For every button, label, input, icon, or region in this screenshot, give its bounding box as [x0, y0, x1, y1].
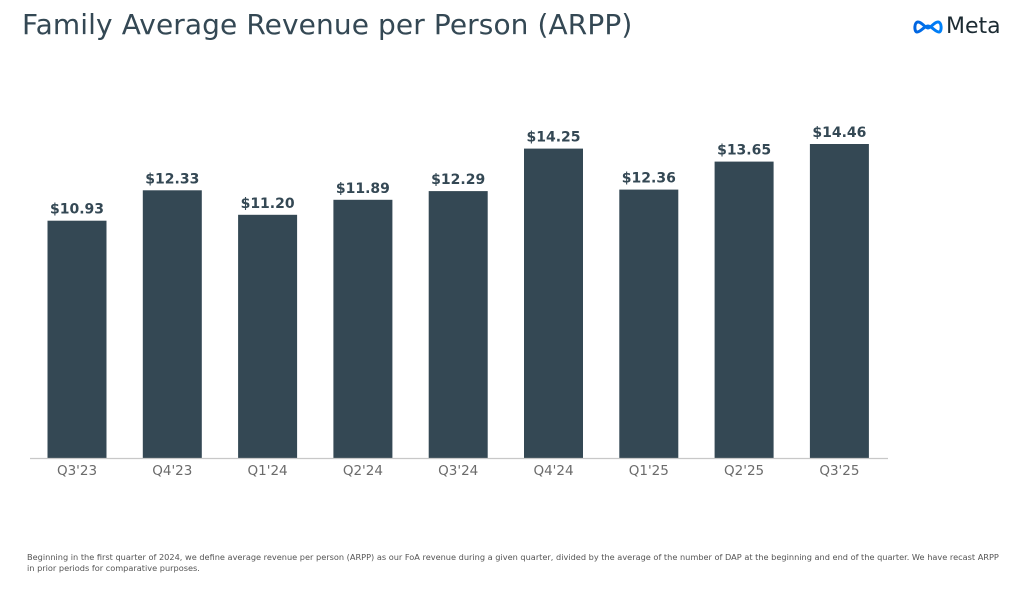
bar-q225 — [714, 161, 774, 458]
bar-q324 — [428, 191, 488, 458]
x-tick-label: Q4'23 — [152, 463, 192, 479]
data-label: $12.29 — [431, 172, 485, 188]
bars-group — [47, 144, 869, 459]
bar-q224 — [333, 199, 393, 459]
bar-q424 — [524, 148, 583, 458]
bar-chart: $10.93 $12.33 $11.20 $11.89 $12.29 $14.25 $12.… — [30, 125, 888, 479]
data-label: $14.46 — [812, 125, 866, 141]
bar-q125 — [619, 189, 679, 458]
x-tick-label: Q1'25 — [629, 463, 669, 479]
data-label: $10.93 — [50, 202, 104, 218]
meta-logo: Meta — [913, 14, 1001, 39]
bar-q124 — [238, 214, 298, 458]
x-tick-label: Q2'25 — [724, 463, 764, 479]
x-tick-label: Q3'25 — [819, 463, 859, 479]
page-title: Family Average Revenue per Person (ARPP) — [22, 8, 633, 41]
footnote: Beginning in the first quarter of 2024, … — [27, 552, 999, 573]
data-label: $14.25 — [526, 130, 580, 146]
meta-infinity-logo-icon — [913, 20, 943, 33]
x-tick-label: Q3'24 — [438, 463, 478, 479]
bar-q325 — [809, 144, 869, 458]
data-labels-group: $10.93 $12.33 $11.20 $11.89 $12.29 $14.25 $12.… — [50, 125, 866, 218]
data-label: $12.36 — [622, 171, 676, 187]
data-label: $11.20 — [241, 196, 295, 212]
x-tick-label: Q3'23 — [57, 463, 97, 479]
x-tick-label: Q4'24 — [533, 463, 573, 479]
data-label: $13.65 — [717, 143, 771, 159]
x-tick-labels-group: Q3'23 Q4'23 Q1'24 Q2'24 Q3'24 Q4'24 Q1'25 Q2'25… — [57, 463, 860, 479]
bar-q323 — [47, 220, 107, 458]
bar-q423 — [142, 190, 202, 459]
data-label: $12.33 — [145, 171, 199, 187]
data-label: $11.89 — [336, 181, 390, 197]
x-tick-label: Q1'24 — [248, 463, 288, 479]
x-tick-label: Q2'24 — [343, 463, 383, 479]
logo-text: Meta — [946, 14, 1001, 39]
